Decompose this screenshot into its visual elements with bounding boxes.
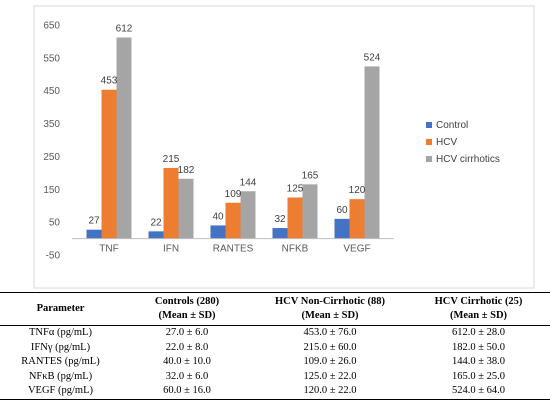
table-header-row: Parameter Controls (280) (Mean ± SD) HCV… (0, 292, 550, 326)
table-cell: 32.0 ± 6.0 (165, 370, 209, 382)
bars (86, 37, 380, 239)
y-tick-label: 450 (43, 86, 60, 97)
x-tick-label: IFN (163, 244, 179, 255)
bar (272, 228, 288, 239)
table-cell: 125.0 ± 22.0 (303, 370, 357, 382)
table-cell: 60.0 ± 16.0 (121, 384, 253, 400)
table-row: VEGF (pg/mL) 60.0 ± 16.0 120.0 ± 22.0 52… (0, 384, 550, 400)
bar-chart: -50 50 150 250 350 450 550 650 27 453 612 22 215182… (33, 5, 535, 289)
y-tick-label: 250 (43, 152, 60, 163)
data-label: 40 (212, 211, 224, 222)
bar (163, 167, 179, 239)
legend-label: Control (436, 120, 468, 131)
bar (225, 202, 241, 239)
data-label: 524 (364, 52, 381, 63)
table-cell: 453.0 ± 76.0 (303, 327, 357, 338)
x-tick-label: TNF (99, 244, 118, 255)
y-tick-label: 50 (49, 218, 61, 229)
legend-swatch (426, 139, 432, 145)
table-cell: VEGF (pg/mL) (0, 384, 121, 400)
bar (364, 66, 380, 239)
table-cell: NFκB (pg/mL) (28, 370, 93, 382)
table-cell: 612.0 ± 28.0 (451, 327, 505, 338)
table-cell: RANTES (pg/mL) (21, 356, 100, 368)
y-tick-label: 550 (43, 53, 60, 64)
table-cell: 120.0 ± 22.0 (253, 384, 407, 400)
data-table: Parameter Controls (280) (Mean ± SD) HCV… (0, 292, 550, 400)
table-row: TNFα (pg/mL) 27.0 ± 6.0 453.0 ± 76.0 612… (0, 326, 550, 341)
data-label: 453 (101, 76, 118, 87)
bar (210, 225, 226, 239)
data-label: 144 (240, 177, 257, 188)
bar (287, 197, 303, 239)
legend-label: HCV cirrhotics (436, 154, 500, 165)
x-tick-label: VEGF (343, 244, 370, 255)
data-label: 215 (163, 154, 180, 165)
header-controls: Controls (280) (Mean ± SD) (121, 292, 253, 326)
data-label: 60 (336, 205, 348, 216)
y-tick-label: 350 (43, 119, 60, 130)
legend: Control HCV HCV cirrhotics (426, 120, 500, 165)
table-cell: 182.0 ± 50.0 (451, 341, 505, 353)
bar (101, 89, 117, 239)
data-label: 125 (287, 184, 304, 195)
header-hcv-noncirrhotic: HCV Non-Cirrhotic (88) (Mean ± SD) (253, 292, 407, 326)
y-tick-label: -50 (46, 251, 61, 262)
table-cell: TNFα (pg/mL) (29, 327, 92, 338)
table-cell: 22.0 ± 8.0 (165, 341, 209, 353)
data-label: 109 (225, 189, 242, 200)
y-tick-label: 150 (43, 185, 60, 196)
bar (116, 37, 132, 239)
data-label: 165 (302, 170, 319, 181)
bar (148, 231, 164, 239)
table-row: NFκB (pg/mL) 32.0 ± 6.0 125.0 ± 22.0 165… (0, 370, 550, 385)
table-cell: 165.0 ± 25.0 (451, 370, 505, 382)
y-axis-ticks: -50 50 150 250 350 450 550 650 (43, 21, 60, 262)
table-cell: 27.0 ± 6.0 (165, 327, 209, 338)
bar (240, 191, 256, 239)
data-label: 27 (88, 216, 100, 227)
data-label: 120 (349, 185, 366, 196)
data-label: 22 (150, 217, 162, 228)
header-hcv-cirrhotic: HCV Cirrhotic (25) (Mean ± SD) (407, 292, 550, 326)
data-label: 32 (274, 214, 286, 225)
x-tick-label: RANTES (213, 244, 254, 255)
bar (349, 199, 365, 239)
table-row: IFNγ (pg/mL) 22.0 ± 8.0 215.0 ± 60.0 182… (0, 341, 550, 356)
bar (334, 218, 350, 239)
table-cell: 144.0 ± 38.0 (451, 356, 505, 368)
table-cell: 40.0 ± 10.0 (163, 356, 211, 368)
x-tick-label: NFKB (282, 244, 309, 255)
table-cell: 215.0 ± 60.0 (303, 341, 357, 353)
x-axis-ticks: TNF IFN RANTES NFKB VEGF (99, 244, 370, 255)
header-parameter: Parameter (0, 292, 121, 326)
legend-label: HCV (436, 137, 457, 148)
bar (86, 229, 102, 239)
table-cell: 109.0 ± 26.0 (303, 356, 357, 368)
legend-swatch (426, 156, 432, 162)
bar (178, 178, 194, 239)
legend-swatch (426, 122, 432, 128)
table-row: RANTES (pg/mL) 40.0 ± 10.0 109.0 ± 26.0 … (0, 355, 550, 370)
table-cell: IFNγ (pg/mL) (30, 341, 91, 353)
bar (302, 184, 318, 239)
data-label: 182 (178, 165, 195, 176)
y-tick-label: 650 (43, 21, 60, 32)
table-cell: 524.0 ± 64.0 (407, 384, 550, 400)
data-label: 612 (116, 23, 133, 34)
